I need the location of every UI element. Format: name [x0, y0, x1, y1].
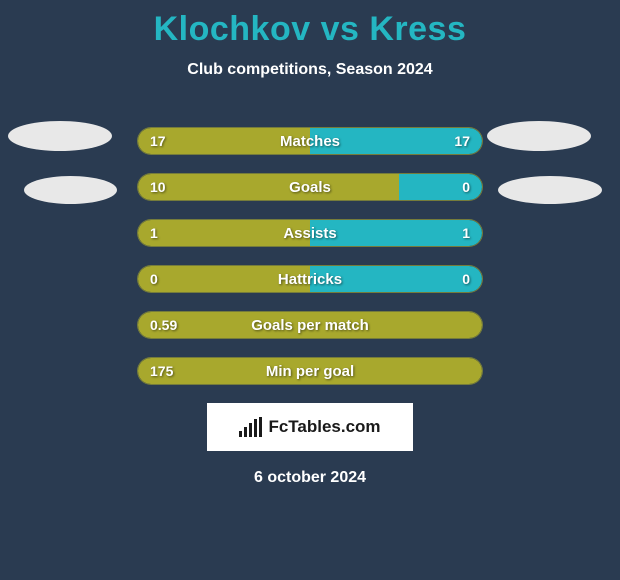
stat-label: Min per goal	[138, 358, 482, 384]
stats-container: 1717Matches 100Goals 11Assists 00Hattricks 0…	[137, 127, 483, 385]
stat-row: 11Assists	[137, 219, 483, 247]
avatar-right_bot	[498, 176, 602, 204]
stat-row: 175Min per goal	[137, 357, 483, 385]
stat-row: 1717Matches	[137, 127, 483, 155]
avatar-left_bot	[24, 176, 117, 204]
stat-row: 0.59Goals per match	[137, 311, 483, 339]
logo-bar	[244, 427, 247, 437]
logo-bar	[239, 431, 242, 437]
logo-text: FcTables.com	[268, 417, 380, 437]
stat-label: Goals	[138, 174, 482, 200]
stat-row: 00Hattricks	[137, 265, 483, 293]
logo-bar	[259, 417, 262, 437]
logo-badge: FcTables.com	[207, 403, 413, 451]
logo-bar	[254, 419, 257, 437]
page-title: Klochkov vs Kress	[0, 0, 620, 49]
avatar-left_top	[8, 121, 112, 151]
subtitle: Club competitions, Season 2024	[0, 61, 620, 79]
stat-label: Assists	[138, 220, 482, 246]
logo-bars-icon	[239, 417, 262, 437]
stat-row: 100Goals	[137, 173, 483, 201]
date-label: 6 october 2024	[0, 469, 620, 487]
avatar-right_top	[487, 121, 591, 151]
stat-label: Matches	[138, 128, 482, 154]
logo-bar	[249, 423, 252, 437]
stat-label: Hattricks	[138, 266, 482, 292]
stat-label: Goals per match	[138, 312, 482, 338]
